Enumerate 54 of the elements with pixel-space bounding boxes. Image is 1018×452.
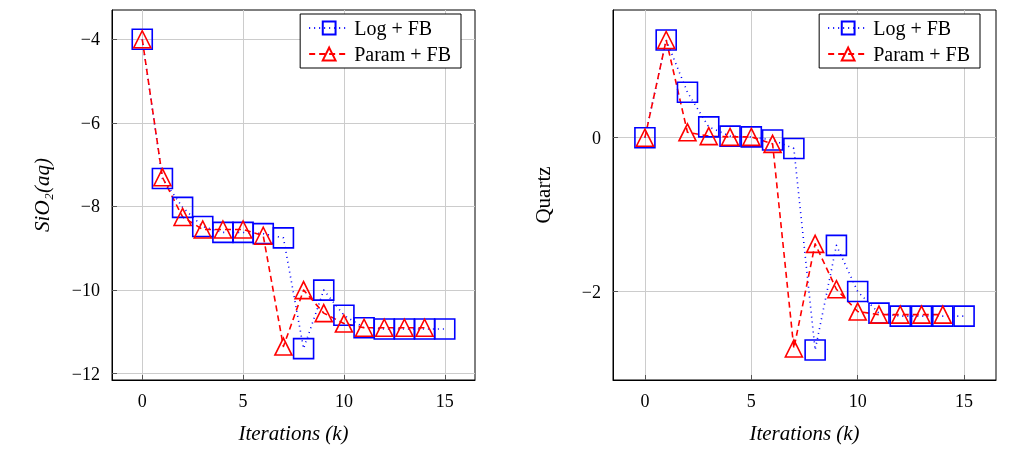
point — [191, 215, 214, 238]
point — [763, 134, 782, 154]
point — [272, 227, 295, 249]
point — [784, 339, 804, 358]
point — [761, 129, 784, 151]
point — [232, 221, 254, 244]
y-tick-label: −2 — [581, 281, 601, 302]
point — [699, 126, 719, 146]
y-tick-label: −10 — [71, 280, 100, 301]
point — [173, 207, 192, 227]
x-tick-label: 15 — [955, 391, 974, 411]
point — [274, 337, 293, 356]
point — [953, 305, 975, 327]
x-tick-label: 0 — [137, 391, 147, 411]
legend-label: Log + FB — [873, 17, 952, 40]
x-axis-title: Iterations (k) — [237, 420, 349, 445]
legend-label: Param + FB — [354, 43, 452, 65]
x-tick-label: 5 — [746, 391, 756, 411]
point — [312, 279, 335, 301]
point — [783, 137, 805, 160]
point — [213, 220, 233, 239]
y-tick-label: −4 — [80, 29, 100, 50]
y-tick-label: −12 — [71, 363, 100, 384]
point — [805, 234, 825, 254]
point — [233, 220, 253, 239]
y-axis-title: Quartz — [530, 166, 555, 224]
y-axis-title: SiO₂(aq) — [29, 158, 54, 232]
x-tick-label: 15 — [435, 391, 454, 411]
point — [678, 123, 697, 142]
point — [804, 339, 826, 361]
point — [846, 280, 869, 303]
point — [314, 303, 334, 323]
point — [171, 196, 194, 219]
x-tick-label: 10 — [334, 391, 353, 411]
point — [333, 304, 355, 326]
point — [676, 81, 699, 104]
legend-label: Log + FB — [354, 17, 433, 40]
point — [827, 279, 846, 299]
point — [212, 221, 234, 244]
x-tick-label: 10 — [848, 391, 867, 411]
x-axis-title: Iterations (k) — [748, 420, 860, 445]
point — [433, 318, 456, 340]
point — [825, 234, 848, 257]
x-tick-label: 0 — [640, 391, 650, 411]
point — [697, 116, 720, 138]
point — [848, 302, 867, 321]
point — [334, 314, 354, 333]
point — [292, 337, 315, 360]
point — [294, 280, 313, 300]
y-tick-label: −6 — [80, 112, 100, 133]
point — [193, 220, 213, 239]
y-tick-label: −8 — [80, 196, 100, 217]
legend-label: Param + FB — [873, 43, 971, 65]
x-tick-label: 5 — [238, 391, 248, 411]
